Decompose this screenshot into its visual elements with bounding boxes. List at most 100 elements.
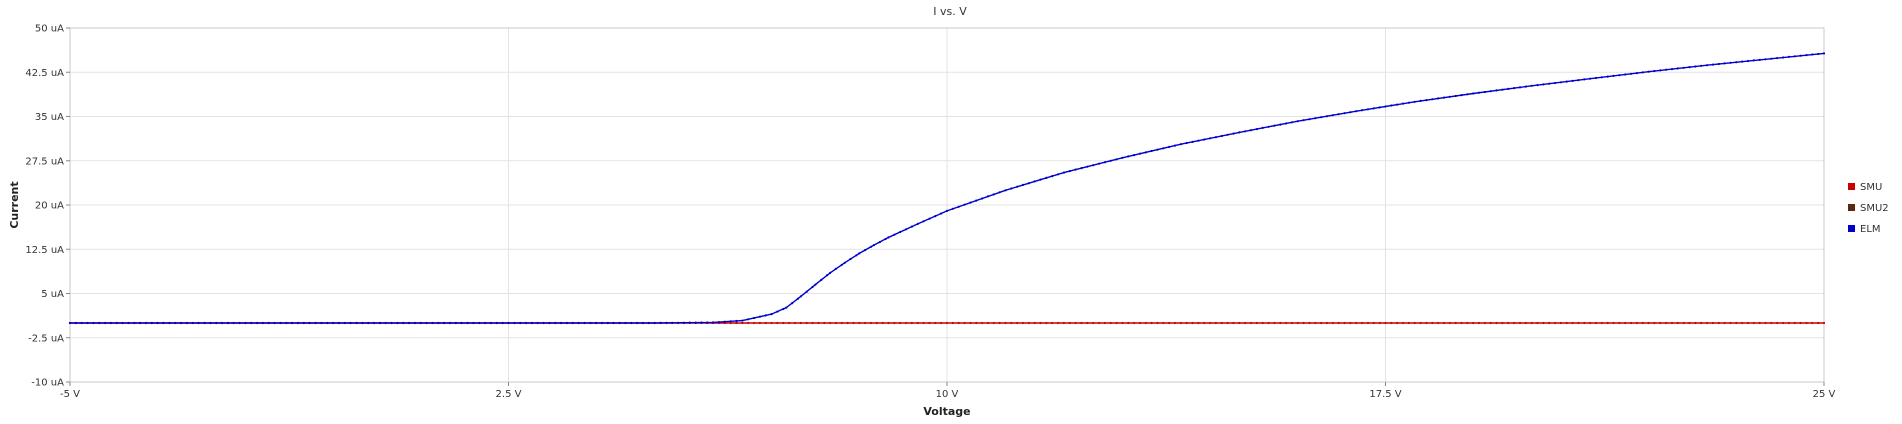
- data-point: [1752, 59, 1755, 62]
- data-point: [1144, 321, 1147, 325]
- data-point: [1571, 321, 1574, 325]
- data-point: [840, 321, 843, 325]
- data-point: [472, 321, 475, 325]
- data-point: [1384, 321, 1387, 325]
- data-point: [1524, 321, 1527, 325]
- data-point: [788, 321, 791, 325]
- data-point: [729, 320, 732, 323]
- data-point: [1267, 321, 1270, 325]
- data-point: [1238, 321, 1241, 325]
- data-point: [869, 245, 873, 248]
- data-point: [764, 314, 767, 317]
- data-point: [776, 321, 779, 325]
- data-point: [1483, 321, 1486, 325]
- chart-title: I vs. V: [933, 5, 967, 18]
- data-point: [191, 321, 194, 325]
- data-point: [1764, 58, 1767, 61]
- legend: SMU SMU2 ELM: [1848, 182, 1889, 235]
- data-point: [1191, 321, 1194, 325]
- data-point: [1554, 321, 1557, 325]
- data-point: [1232, 321, 1235, 325]
- data-point: [1279, 321, 1282, 325]
- data-point: [811, 285, 814, 289]
- data-point: [583, 321, 586, 325]
- data-point: [1261, 321, 1264, 325]
- data-point: [1647, 321, 1650, 325]
- data-point: [1694, 321, 1697, 325]
- data-point: [805, 290, 808, 293]
- data-point: [747, 321, 750, 325]
- data-point: [524, 321, 528, 325]
- data-point: [928, 217, 931, 220]
- data-point: [361, 321, 364, 325]
- y-tick-label: 27.5 uA: [25, 156, 64, 167]
- data-point: [1665, 68, 1668, 71]
- data-point: [1308, 321, 1311, 325]
- data-point: [1630, 72, 1633, 75]
- data-point: [694, 321, 697, 324]
- legend-label: SMU: [1860, 182, 1882, 193]
- data-point: [1495, 321, 1498, 325]
- legend-swatch: [1848, 204, 1855, 211]
- data-point: [413, 321, 417, 325]
- y-tick-label: 20 uA: [35, 201, 64, 212]
- data-point: [86, 321, 89, 325]
- data-point: [1127, 155, 1130, 158]
- data-point: [1518, 86, 1522, 89]
- data-point: [156, 321, 159, 325]
- data-point: [1472, 321, 1475, 325]
- data-point: [1016, 185, 1019, 188]
- data-point: [203, 321, 206, 325]
- data-point: [1577, 79, 1580, 82]
- data-point: [782, 307, 785, 311]
- data-point: [1255, 321, 1258, 325]
- data-point: [548, 321, 551, 325]
- data-point: [1489, 90, 1492, 93]
- data-point: [1074, 168, 1077, 171]
- data-point: [1156, 148, 1159, 151]
- data-point: [238, 321, 241, 325]
- data-point: [1618, 321, 1621, 325]
- data-point: [68, 321, 72, 325]
- data-point: [855, 254, 858, 257]
- data-point: [1741, 321, 1744, 325]
- data-point: [1138, 152, 1141, 155]
- data-point: [302, 321, 305, 325]
- data-point: [1419, 99, 1422, 102]
- series-elm: [68, 52, 1826, 325]
- data-point: [1442, 96, 1446, 99]
- data-point: [1331, 114, 1334, 117]
- data-point: [162, 321, 165, 325]
- data-point: [1279, 123, 1282, 126]
- data-point: [372, 321, 376, 325]
- data-point: [1179, 143, 1182, 146]
- data-point: [1793, 55, 1796, 58]
- data-point: [1390, 104, 1393, 107]
- data-point: [1226, 133, 1229, 136]
- data-point: [826, 274, 829, 277]
- data-point: [1559, 321, 1562, 325]
- data-point: [1127, 321, 1130, 325]
- data-point: [536, 321, 539, 325]
- data-point: [899, 230, 902, 234]
- data-point: [226, 321, 229, 325]
- data-point: [1635, 321, 1638, 325]
- data-point: [975, 199, 978, 202]
- data-point: [1244, 321, 1247, 325]
- data-point: [466, 321, 469, 325]
- data-point: [1822, 52, 1826, 55]
- data-point: [677, 321, 680, 324]
- data-point: [1249, 129, 1253, 132]
- data-point: [127, 321, 130, 325]
- data-point: [1513, 87, 1516, 90]
- data-point: [1325, 115, 1329, 118]
- data-point: [1302, 321, 1305, 325]
- data-point: [843, 261, 846, 264]
- data-point: [1577, 321, 1580, 325]
- data-point: [1729, 61, 1732, 64]
- data-point: [881, 321, 884, 325]
- legend-label: ELM: [1860, 224, 1881, 235]
- data-point: [571, 321, 574, 325]
- data-point: [80, 321, 83, 325]
- data-point: [1080, 167, 1083, 170]
